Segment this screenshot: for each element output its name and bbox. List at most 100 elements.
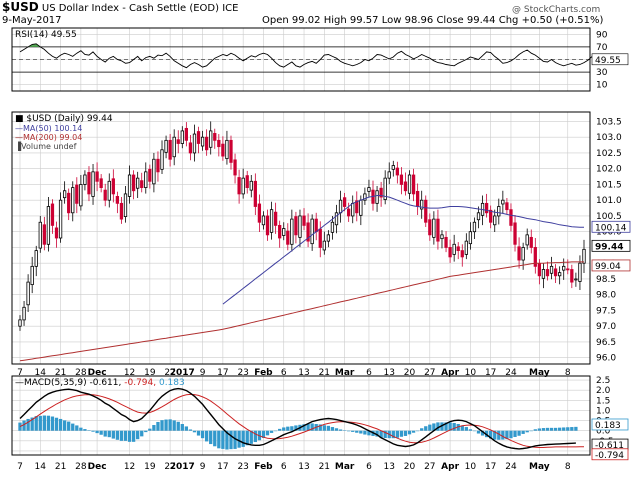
candle-body <box>136 177 140 189</box>
macd-histogram-bar <box>99 430 103 435</box>
candle-body <box>375 190 379 204</box>
candle-body <box>517 246 521 261</box>
close-value-tag <box>591 239 631 252</box>
macd-histogram-bar <box>570 427 574 431</box>
macd-histogram-bar <box>379 430 383 438</box>
x-axis-tick-label: Mar <box>335 368 355 378</box>
x-axis-tick-label: 28 <box>75 368 87 378</box>
x-axis-tick-label: 9 <box>200 368 206 378</box>
candle-body <box>107 180 111 201</box>
macd-hist-tag-text: 0.183 <box>595 421 621 431</box>
macd-histogram-bar <box>111 430 115 439</box>
price-legend: ■ $USD (Daily) 99.44 <box>15 114 113 124</box>
candle-body <box>26 281 30 306</box>
x-axis-tick-label: 17 <box>485 368 496 378</box>
rsi-line <box>19 43 593 69</box>
macd-histogram-bar <box>241 430 245 447</box>
macd-histogram-bar <box>338 429 343 431</box>
macd-histogram-bar <box>221 430 225 449</box>
macd-histogram-bar <box>282 427 286 431</box>
macd-histogram-bar <box>574 426 578 431</box>
x-axis-tick-label: May <box>529 462 550 472</box>
macd-histogram-bar <box>148 428 152 431</box>
candle-body <box>233 159 237 176</box>
hist-legend-value: 0.183 <box>159 378 185 388</box>
candle-body <box>22 306 26 321</box>
macd-histogram-bar <box>225 430 229 450</box>
macd-histogram-bar <box>558 427 562 431</box>
macd-histogram-bar <box>180 424 184 431</box>
candle-body <box>245 175 249 189</box>
macd-histogram-bar <box>513 430 517 437</box>
macd-histogram-bar <box>407 430 412 435</box>
macd-histogram-bar <box>115 430 120 440</box>
candle-body <box>18 319 22 327</box>
x-axis-tick-label: 28 <box>75 462 87 472</box>
macd-histogram-bar <box>436 422 440 431</box>
x-axis-tick-label: Apr <box>441 462 459 472</box>
macd-histogram-bar <box>493 430 497 440</box>
candle-body <box>347 208 351 217</box>
x-axis-tick-label: Apr <box>441 368 459 378</box>
x-axis-tick-label: 27 <box>424 462 435 472</box>
macd-histogram-bar <box>460 425 464 431</box>
candle-body <box>456 246 460 252</box>
macd-line <box>19 387 576 450</box>
macd-histogram-bar <box>168 419 172 431</box>
macd-histogram-bar <box>403 430 408 436</box>
macd-histogram-bar <box>472 430 477 432</box>
candle-body <box>574 278 578 281</box>
candle-body <box>484 202 489 214</box>
x-axis-tick-label: 13 <box>384 368 395 378</box>
x-axis-tick-label: Dec <box>88 462 107 472</box>
candle-body <box>420 199 424 210</box>
macd-histogram-bar <box>497 430 501 440</box>
price-y-tick-label: 97.0 <box>596 322 616 332</box>
rsi-value-tag-text: 49.55 <box>595 56 621 66</box>
candle-body <box>379 187 383 198</box>
macd-histogram-bar <box>79 427 83 431</box>
macd-histogram-bar <box>156 421 160 431</box>
price-y-tick-label: 100.0 <box>596 228 622 238</box>
candle-body <box>399 174 404 185</box>
candle-body <box>306 222 310 242</box>
macd-histogram-bar <box>164 419 168 431</box>
ma50-legend: —MA(50) 100.14 <box>15 124 82 133</box>
candle-body <box>334 212 339 226</box>
macd-histogram-bar <box>505 430 509 440</box>
candle-body <box>176 139 180 144</box>
x-axis-tick-label: 8 <box>565 462 571 472</box>
candle-body <box>533 247 537 267</box>
candle-body <box>521 247 525 261</box>
macd-histogram-bar <box>42 415 46 431</box>
macd-histogram-bar <box>30 417 34 431</box>
candle-body <box>541 269 546 279</box>
candle-body <box>131 174 136 192</box>
candle-body <box>265 215 270 236</box>
macd-histogram-bar <box>83 429 87 431</box>
candle-body <box>537 263 542 277</box>
candle-body <box>111 178 115 195</box>
macd-histogram-bar <box>18 422 22 431</box>
candle-body <box>269 209 274 233</box>
signal-legend-value: -0.794, <box>124 378 159 388</box>
macd-histogram-bar <box>200 430 205 439</box>
macd-histogram-bar <box>537 428 542 431</box>
candle-body <box>38 221 42 249</box>
macd-histogram-bar <box>71 423 75 431</box>
macd-histogram-bar <box>322 425 326 431</box>
ma200-value-tag-text: 99.04 <box>595 262 621 272</box>
macd-histogram-bar <box>278 428 282 431</box>
candle-body <box>342 197 347 207</box>
macd-histogram-bar <box>265 430 270 436</box>
macd-histogram-bar <box>326 425 331 431</box>
candle-body <box>326 234 331 242</box>
x-axis-tick-label: 6 <box>366 368 372 378</box>
candle-body <box>229 139 233 163</box>
macd-histogram-bar <box>38 415 42 431</box>
x-axis-tick-label: 12 <box>124 368 135 378</box>
macd-histogram-bar <box>501 430 505 440</box>
macd-histogram-bar <box>176 421 180 431</box>
open-label: Open <box>262 15 289 26</box>
